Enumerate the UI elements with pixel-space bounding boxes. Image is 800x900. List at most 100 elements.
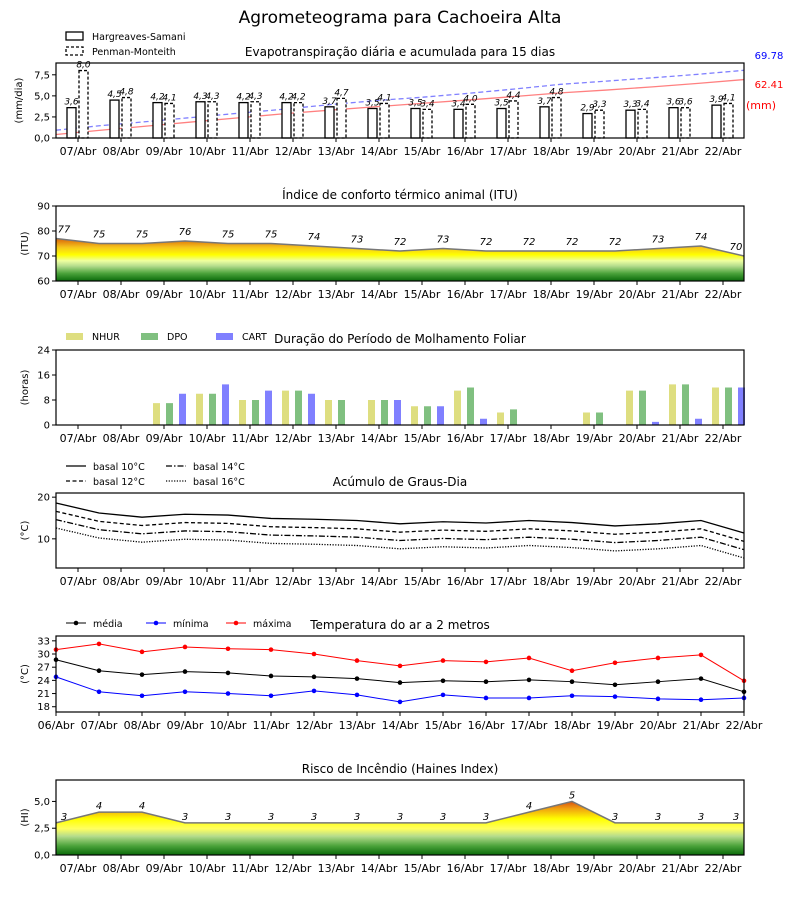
bar-hargreaves-samani	[152, 101, 163, 139]
x-tick-label: 16/Abr	[447, 288, 484, 301]
x-tick-label: 09/Abr	[146, 432, 183, 445]
y-tick-label: 2,5	[34, 112, 50, 123]
chart-haines: Risco de Incêndio (Haines Index) (HI) 0,0 2…	[20, 762, 745, 875]
x-tick-label: 11/Abr	[232, 288, 269, 301]
y-axis-label: (horas)	[20, 370, 31, 406]
x-tick-label: 15/Abr	[404, 288, 441, 301]
value-label: 75	[93, 230, 106, 241]
data-point	[311, 674, 317, 680]
bar-value-label: 4,2	[236, 93, 251, 103]
data-point	[612, 660, 618, 666]
bar-penman-monteith	[465, 103, 476, 139]
value-label: 3	[483, 812, 489, 823]
x-tick-label: 15/Abr	[425, 719, 462, 732]
value-label: 3	[655, 812, 661, 823]
data-point	[440, 692, 446, 698]
bar-cart	[480, 418, 487, 425]
data-point	[96, 689, 102, 695]
x-tick-label: 07/Abr	[81, 719, 118, 732]
x-tick-label: 21/Abr	[662, 145, 699, 158]
data-point	[311, 688, 317, 694]
bar-nhur	[583, 412, 590, 425]
x-tick-label: 09/Abr	[146, 575, 183, 588]
legend-swatch	[66, 333, 83, 340]
value-label: 4	[139, 801, 145, 812]
x-tick-label: 07/Abr	[60, 288, 97, 301]
data-point	[354, 692, 360, 698]
bar-penman-monteith	[680, 107, 691, 139]
x-tick-label: 07/Abr	[60, 862, 97, 875]
value-label: 74	[695, 232, 708, 243]
plot-frame	[55, 62, 745, 139]
data-point	[354, 676, 360, 681]
data-point	[354, 658, 360, 663]
x-tick-label: 07/Abr	[60, 145, 97, 158]
x-tick-label: 15/Abr	[404, 575, 441, 588]
bar-value-label: 3,5	[408, 99, 423, 109]
y-tick-label: 30	[37, 650, 50, 661]
legend-swatch	[141, 333, 158, 340]
bar-hargreaves-samani	[453, 108, 464, 139]
x-tick-label: 12/Abr	[275, 145, 312, 158]
x-tick-label: 10/Abr	[210, 719, 247, 732]
x-tick-label: 20/Abr	[640, 719, 677, 732]
data-point	[268, 693, 274, 699]
bar-value-label: 3,4	[420, 99, 435, 109]
x-tick-label: 10/Abr	[189, 145, 226, 158]
data-point	[139, 649, 145, 655]
data-point	[182, 669, 188, 674]
chart-title: Evapotranspiração diária e acumulada par…	[245, 45, 555, 59]
value-label: 3	[311, 812, 317, 823]
bar-value-label: 3,6	[64, 98, 79, 108]
legend-label: basal 14°C	[193, 462, 245, 473]
value-label: 3	[225, 812, 231, 823]
line-basal-14	[55, 519, 745, 551]
value-label: 72	[566, 237, 579, 248]
data-point	[526, 695, 532, 701]
bar-value-label: 3,7	[322, 97, 337, 107]
legend-label: mínima	[173, 619, 209, 630]
x-tick-label: 19/Abr	[576, 862, 613, 875]
y-tick-label: 18	[37, 702, 50, 713]
bar-penman-monteith	[78, 69, 89, 139]
x-tick-label: 16/Abr	[468, 719, 505, 732]
x-tick-label: 11/Abr	[232, 862, 269, 875]
value-label: 70	[730, 242, 743, 253]
accumulated-hs-total: 62.41	[755, 80, 784, 91]
x-tick-label: 21/Abr	[662, 862, 699, 875]
value-label: 3	[182, 812, 188, 823]
bar-nhur	[196, 393, 203, 425]
x-tick-label: 11/Abr	[232, 145, 269, 158]
value-label: 72	[609, 237, 622, 248]
value-label: 3	[440, 812, 446, 823]
area-fill	[56, 238, 744, 281]
bar-dpo	[252, 400, 259, 425]
chart-et: Evapotranspiração diária e acumulada par…	[14, 31, 784, 158]
bar-nhur	[411, 406, 418, 425]
x-tick-label: 09/Abr	[146, 862, 183, 875]
bar-penman-monteith	[293, 101, 304, 139]
data-point	[139, 693, 145, 699]
x-tick-label: 11/Abr	[232, 575, 269, 588]
x-tick-label: 14/Abr	[361, 145, 398, 158]
bar-nhur	[626, 390, 633, 425]
bar-dpo	[209, 393, 216, 425]
y-tick-label: 80	[37, 227, 50, 238]
bar-value-label: 4,5	[107, 90, 122, 100]
y-tick-label: 7,5	[34, 70, 50, 81]
data-point	[268, 647, 274, 652]
data-point	[311, 651, 317, 657]
bar-value-label: 3,3	[623, 100, 638, 110]
line-basal-16	[55, 527, 745, 559]
y-tick-label: 16	[37, 371, 50, 382]
y-axis-label: (°C)	[20, 664, 31, 684]
legend-marker	[73, 620, 79, 626]
bar-nhur	[454, 390, 461, 425]
x-tick-label: 20/Abr	[619, 575, 656, 588]
x-tick-label: 21/Abr	[662, 288, 699, 301]
data-point	[698, 697, 704, 702]
legend-label: basal 10°C	[93, 462, 145, 473]
y-axis-label: (mm/dia)	[14, 77, 25, 123]
x-tick-label: 19/Abr	[597, 719, 634, 732]
